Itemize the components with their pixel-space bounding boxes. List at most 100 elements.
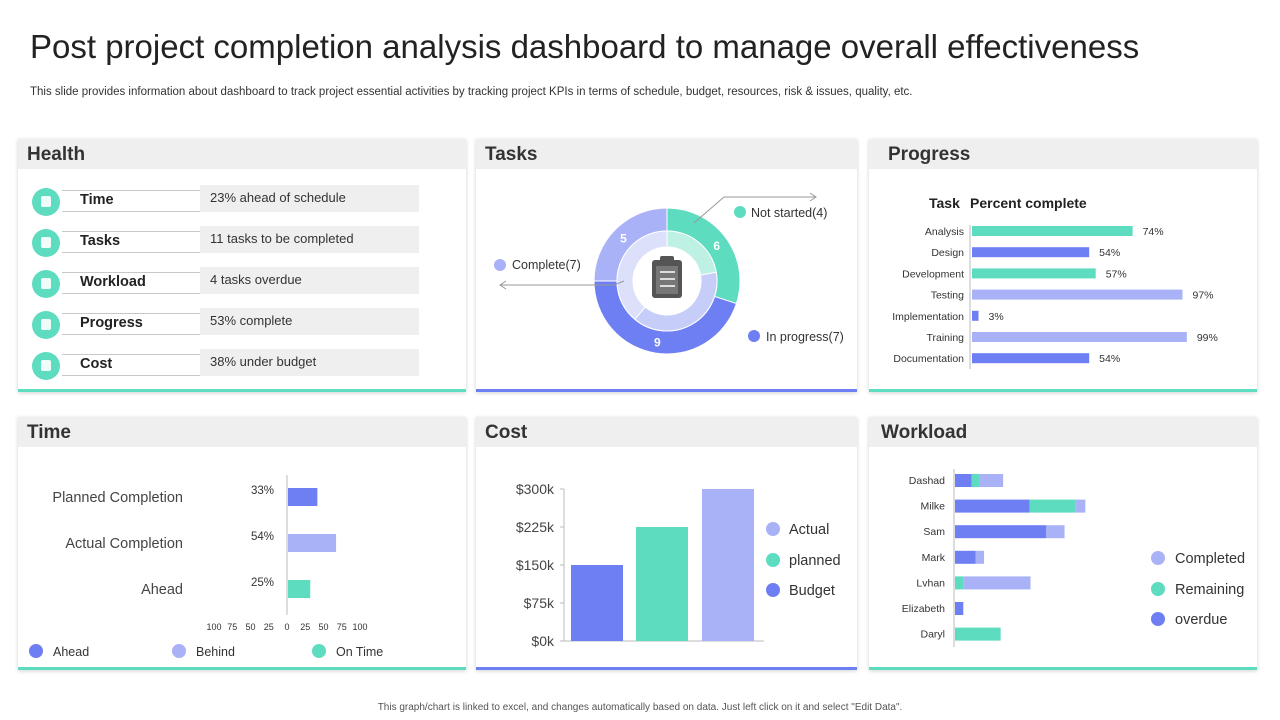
workload-bar-completed — [1075, 499, 1086, 513]
cost-tick-label: $300k — [516, 481, 555, 497]
workload-legend-label: overdue — [1175, 612, 1227, 628]
tasks-panel: Tasks 6 9 5 Not started(4) Complete(7) In … — [476, 139, 857, 392]
health-row-label: Workload — [62, 272, 204, 294]
time-tick-label: 50 — [318, 622, 328, 632]
cost-tick-label: $75k — [524, 595, 555, 611]
workload-category-label: Milke — [920, 501, 945, 513]
time-title: Time — [27, 422, 72, 443]
cost-legend-dot — [766, 522, 780, 536]
health-panel: Health Time 23% ahead of schedule Tasks 11 … — [18, 139, 466, 392]
progress-category-label: Analysis — [925, 226, 964, 238]
workload-legend-dot — [1151, 612, 1165, 626]
cost-legend-dot — [766, 583, 780, 597]
time-panel: Time Planned Completion 33% Actual Complet… — [18, 417, 466, 670]
page-subtitle: This slide provides information about da… — [30, 86, 913, 98]
progress-value-label: 3% — [989, 311, 1004, 323]
complete-leader — [500, 280, 625, 286]
workload-category-label: Daryl — [920, 629, 945, 641]
progress-bar — [972, 332, 1187, 342]
time-value-label: 25% — [251, 577, 274, 589]
time-tick-label: 75 — [337, 622, 347, 632]
time-chart: Planned Completion 33% Actual Completion 54… — [29, 475, 383, 659]
progress-category-label: Design — [931, 247, 964, 259]
donut-value-label: 6 — [713, 239, 720, 253]
cost-tick-label: $225k — [516, 519, 555, 535]
tasks-header: Tasks — [476, 139, 857, 169]
cost-bar-planned — [636, 527, 688, 641]
progress-col-pct: Percent complete — [970, 195, 1087, 211]
workload-category-label: Mark — [922, 552, 946, 564]
health-row-label: Tasks — [62, 231, 204, 253]
not-started-dot — [734, 206, 746, 218]
tasks-title: Tasks — [485, 144, 538, 165]
workload-panel: Workload Dashad Milke Sam Mark Lvhan Elizabet… — [869, 417, 1257, 670]
workload-legend-dot — [1151, 582, 1165, 596]
progress-value-label: 74% — [1143, 226, 1164, 238]
cost-legend-label: planned — [789, 553, 841, 569]
workload-category-label: Sam — [923, 526, 945, 538]
workload-legend-label: Completed — [1175, 551, 1245, 567]
time-header: Time — [18, 417, 466, 447]
time-legend-dot — [312, 644, 326, 658]
cost-chart: $0k $75k $150k $225k $300k Actual planned Budge… — [516, 481, 841, 649]
progress-value-label: 54% — [1099, 353, 1120, 365]
cost-header: Cost — [476, 417, 857, 447]
workload-category-label: Elizabeth — [902, 603, 945, 615]
progress-bar — [972, 268, 1096, 279]
complete-label: Complete(7) — [512, 258, 581, 272]
progress-value-label: 97% — [1192, 290, 1213, 302]
cost-tick-label: $0k — [531, 633, 555, 649]
time-tick-label: 50 — [246, 622, 256, 632]
cost-tick-label: $150k — [516, 557, 555, 573]
time-legend-label: On Time — [336, 645, 383, 659]
workload-bar-remaining — [955, 627, 1001, 641]
progress-header: Progress — [869, 139, 1257, 169]
health-row-label: Time — [62, 190, 204, 212]
workload-bar-overdue — [955, 602, 964, 615]
time-legend-dot — [29, 644, 43, 658]
donut-value-label: 9 — [654, 336, 661, 350]
progress-bar — [972, 289, 1183, 300]
health-title: Health — [27, 144, 86, 165]
workload-category-label: Lvhan — [916, 577, 945, 589]
progress-value-label: 57% — [1106, 268, 1127, 280]
workload-legend-label: Remaining — [1175, 582, 1244, 598]
progress-bar — [972, 247, 1090, 258]
time-bar — [288, 580, 311, 598]
time-tick-label: 75 — [227, 622, 237, 632]
progress-chart: Task Percent complete Analysis 74% Design 5… — [892, 195, 1218, 369]
not-started-leader — [693, 196, 816, 224]
progress-bar — [972, 226, 1133, 236]
health-row-value: 38% under budget — [200, 349, 419, 376]
cost-title: Cost — [485, 422, 528, 443]
not-started-label: Not started(4) — [751, 206, 827, 220]
health-row-label: Cost — [62, 354, 204, 376]
progress-category-label: Development — [902, 268, 964, 280]
clipboard-icon — [652, 256, 682, 298]
time-category-label: Planned Completion — [52, 490, 183, 506]
workload-bar-completed — [963, 576, 1031, 590]
progress-category-label: Documentation — [893, 353, 964, 365]
cost-bar-budget — [571, 565, 623, 641]
workload-bar-remaining — [1029, 499, 1076, 513]
progress-category-label: Training — [926, 332, 964, 344]
chart-icon — [32, 311, 60, 339]
progress-value-label: 99% — [1197, 332, 1218, 344]
time-tick-label: 25 — [300, 622, 310, 632]
time-bar — [288, 488, 318, 506]
time-tick-label: 0 — [284, 622, 289, 632]
cost-legend-dot — [766, 553, 780, 567]
workload-bar-completed — [975, 550, 985, 564]
workload-bar-remaining — [971, 474, 980, 487]
time-tick-label: 100 — [352, 622, 367, 632]
time-tick-label: 100 — [207, 622, 222, 632]
cost-legend-label: Actual — [789, 522, 829, 538]
cost-bar-actual — [702, 489, 754, 641]
time-value-label: 54% — [251, 531, 274, 543]
progress-category-label: Testing — [931, 290, 964, 302]
footer-note: This graph/chart is linked to excel, and… — [377, 702, 903, 713]
cost-legend-label: Budget — [789, 583, 835, 599]
in-progress-dot — [748, 330, 760, 342]
workload-bar-completed — [1046, 525, 1065, 539]
time-category-label: Ahead — [141, 582, 183, 598]
